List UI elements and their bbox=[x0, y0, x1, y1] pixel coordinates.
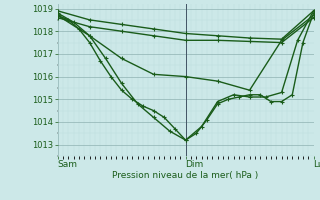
X-axis label: Pression niveau de la mer( hPa ): Pression niveau de la mer( hPa ) bbox=[112, 171, 259, 180]
